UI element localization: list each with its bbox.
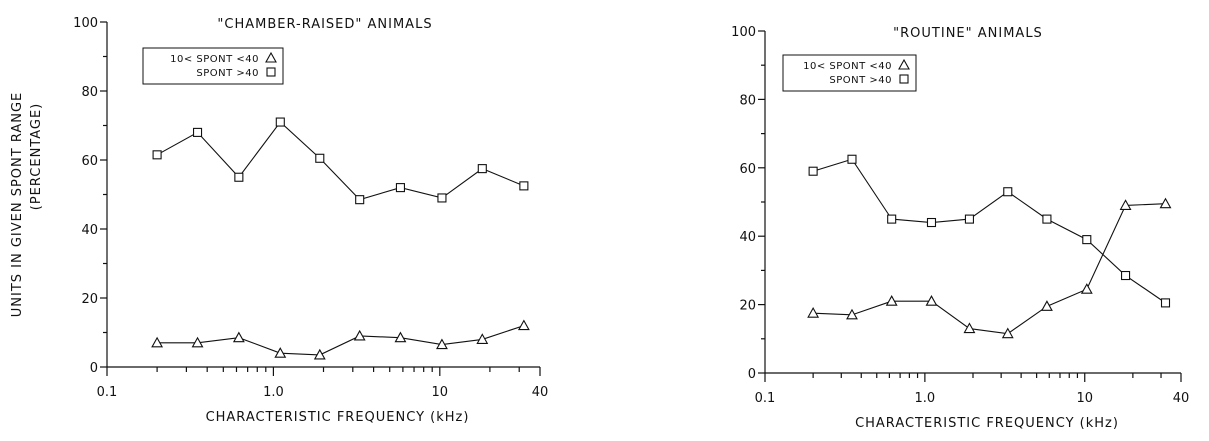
series-line <box>156 121 525 201</box>
square-point <box>1003 187 1013 197</box>
legend-label: SPONT >40 <box>196 68 259 79</box>
square-point <box>847 154 857 164</box>
x-tick-label: 0.1 <box>97 385 118 400</box>
triangle-point <box>1119 199 1132 210</box>
square-point <box>355 195 365 205</box>
x-axis-label: CHARACTERISTIC FREQUENCY (kHz) <box>855 416 1119 431</box>
series-high-spont <box>808 154 1171 308</box>
triangle-point <box>1001 327 1014 339</box>
triangle-point <box>436 338 448 350</box>
square-point <box>152 150 162 160</box>
chart-title: "CHAMBER-RAISED" ANIMALS <box>217 17 432 32</box>
y-tick-label: 100 <box>731 25 756 40</box>
series-high-spont <box>152 117 529 205</box>
series-line <box>812 158 1166 304</box>
square-point <box>395 183 405 193</box>
square-point <box>234 172 244 182</box>
legend-box <box>142 47 284 85</box>
legend-box <box>782 54 917 92</box>
x-tick-label: 1.0 <box>915 391 936 406</box>
legend-label: 10< SPONT <40 <box>803 61 892 72</box>
y-tick-label: 20 <box>739 299 756 314</box>
legend: 10< SPONT <40 SPONT >40 <box>142 47 284 85</box>
triangle-point <box>476 333 489 344</box>
series-line <box>157 325 525 356</box>
y-tick-label: 40 <box>81 223 98 238</box>
triangle-point <box>517 319 530 331</box>
triangle-point <box>353 329 366 341</box>
y-tick-label: 100 <box>73 16 98 31</box>
square-point <box>437 193 447 203</box>
y-tick-label: 60 <box>81 154 98 169</box>
triangle-point <box>232 331 245 343</box>
triangle-point <box>898 58 910 70</box>
square-point <box>266 67 276 77</box>
y-tick-label: 0 <box>90 361 98 376</box>
triangle-point <box>885 295 898 306</box>
y-axis-label-unit: (PERCENTAGE) <box>29 103 44 210</box>
square-point <box>887 214 897 224</box>
square-point <box>1082 235 1092 245</box>
triangle-point <box>191 336 204 348</box>
triangle-point <box>151 336 164 348</box>
triangle-point <box>313 348 326 360</box>
triangle-point <box>1159 197 1172 209</box>
triangle-point <box>1040 300 1053 311</box>
series-line <box>813 203 1166 335</box>
x-tick-label: 40 <box>1173 391 1190 406</box>
square-point <box>275 117 285 127</box>
series-low-spont <box>807 197 1172 339</box>
square-point <box>477 164 487 174</box>
y-tick-label: 20 <box>81 292 98 307</box>
triangle-point <box>1080 283 1093 294</box>
triangle-point <box>274 347 287 358</box>
square-point <box>926 217 937 228</box>
square-point <box>808 166 818 176</box>
square-point <box>192 127 203 137</box>
legend-label: SPONT >40 <box>829 75 892 86</box>
y-tick-label: 80 <box>739 93 756 108</box>
square-point <box>315 153 325 163</box>
triangle-point <box>394 331 407 343</box>
chart-title: "ROUTINE" ANIMALS <box>893 26 1043 41</box>
square-point <box>519 181 529 191</box>
y-tick-label: 40 <box>739 230 756 245</box>
triangle-point <box>807 307 820 318</box>
triangle-point <box>846 308 858 320</box>
square-point <box>964 214 974 224</box>
legend: 10< SPONT <40 SPONT >40 <box>782 54 917 92</box>
y-tick-label: 60 <box>739 162 756 177</box>
x-tick-label: 40 <box>532 385 549 400</box>
square-point <box>1121 270 1131 281</box>
triangle-point <box>265 51 277 63</box>
legend-label: 10< SPONT <40 <box>170 54 259 65</box>
x-tick-label: 0.1 <box>755 391 776 406</box>
y-tick-label: 80 <box>81 85 98 100</box>
chart-chamber-raised: 0 20 40 60 80 100 0.1 1.0 10 40 "CHAMBER-RAISED" A… <box>10 16 548 425</box>
x-axis-label: CHARACTERISTIC FREQUENCY (kHz) <box>206 410 470 425</box>
chart-routine: 0 20 40 60 80 100 0.1 1.0 10 40 "ROUTINE" ANIMALS C… <box>731 25 1189 431</box>
square-point <box>1042 214 1052 224</box>
x-tick-label: 1.0 <box>263 385 284 400</box>
y-tick-label: 0 <box>748 367 756 382</box>
y-axis-label: UNITS IN GIVEN SPONT RANGE <box>10 92 25 318</box>
triangle-point <box>963 322 976 334</box>
x-tick-label: 10 <box>432 385 449 400</box>
triangle-point <box>925 295 938 306</box>
series-low-spont <box>151 319 530 360</box>
x-tick-label: 10 <box>1076 391 1093 406</box>
square-point <box>1160 298 1171 308</box>
square-point <box>899 74 909 84</box>
